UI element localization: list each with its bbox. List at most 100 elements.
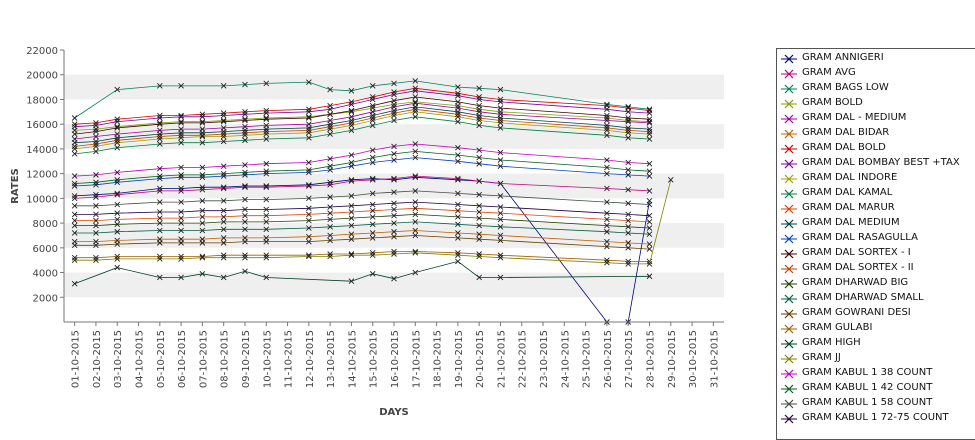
data-point (391, 89, 397, 95)
data-point (156, 274, 163, 281)
data-point (476, 154, 482, 161)
data-point (220, 226, 227, 233)
legend-label: GRAM DAL RASAGULLA (802, 232, 918, 243)
data-point (93, 211, 99, 218)
data-point (625, 261, 632, 267)
data-point (327, 237, 333, 244)
data-point (178, 139, 184, 146)
x-tick-label: 10-10-2015 (262, 330, 273, 388)
legend-label: GRAM JJ (802, 352, 841, 363)
data-point (455, 190, 461, 197)
data-point (604, 106, 610, 113)
data-point (412, 173, 419, 179)
legend-label: GRAM DHARWAD BIG (802, 277, 909, 288)
data-point (306, 127, 312, 134)
data-point (156, 215, 163, 221)
data-point (178, 240, 184, 246)
data-point (71, 143, 78, 150)
data-point (604, 185, 610, 192)
data-point (156, 253, 163, 260)
data-point (412, 188, 419, 194)
legend-marker (781, 414, 797, 424)
data-point (199, 130, 206, 136)
legend-marker (781, 249, 797, 259)
legend-marker (781, 84, 797, 94)
data-point (199, 139, 206, 146)
data-point (263, 110, 270, 116)
data-point (156, 131, 163, 137)
data-point (348, 236, 355, 242)
data-point (306, 79, 312, 85)
legend-label: GRAM BAGS LOW (802, 82, 889, 93)
data-point (220, 254, 227, 261)
data-point (199, 174, 206, 181)
legend-marker (781, 294, 797, 304)
data-point (625, 127, 632, 134)
data-point (306, 195, 312, 202)
data-point (391, 189, 397, 196)
data-point (476, 160, 482, 167)
data-point (497, 117, 504, 124)
data-point (455, 201, 461, 208)
data-point (93, 257, 99, 264)
data-point (93, 217, 99, 224)
legend-label: GRAM KABUL 1 58 COUNT (802, 397, 933, 408)
legend-label: GRAM GULABI (802, 322, 873, 333)
data-point (156, 185, 163, 192)
data-point (391, 206, 397, 213)
data-point (93, 194, 99, 200)
legend-label: GRAM DAL SORTEX - II (802, 262, 914, 273)
legend-marker (781, 264, 797, 274)
data-point (604, 127, 610, 134)
x-tick-label: 04-10-2015 (135, 330, 146, 388)
data-point (369, 201, 376, 208)
data-point (348, 152, 355, 158)
data-point (455, 214, 461, 220)
data-point (220, 274, 227, 281)
data-point (327, 194, 333, 200)
grid-band (64, 124, 724, 149)
legend-label: GRAM DAL BOMBAY BEST +TAX (802, 157, 960, 168)
data-point (114, 191, 121, 198)
data-point (455, 221, 461, 228)
data-point (604, 170, 610, 177)
data-point (455, 90, 461, 97)
data-point (412, 154, 419, 161)
data-point (263, 116, 270, 123)
data-point (306, 211, 312, 218)
data-point (199, 186, 206, 193)
data-point (348, 231, 355, 238)
data-point (263, 206, 270, 213)
y-tick-label: 12000 (26, 170, 58, 181)
data-point (306, 125, 312, 131)
data-point (327, 181, 333, 188)
data-point (263, 254, 270, 261)
y-axis-ticks: 2000 4000 6000 8000 10000 12000 14000 16000 1800… (26, 46, 64, 304)
data-point (220, 198, 227, 204)
data-point (497, 163, 504, 170)
data-point (93, 122, 99, 129)
data-point (604, 238, 610, 245)
legend-marker (781, 384, 797, 394)
data-point (369, 122, 376, 129)
data-point (114, 86, 121, 93)
data-point (476, 222, 482, 229)
data-point (71, 183, 78, 189)
data-point (263, 131, 270, 137)
data-point (263, 196, 270, 203)
data-point (369, 94, 376, 100)
data-point (178, 164, 184, 171)
data-point (497, 125, 504, 131)
data-point (348, 193, 355, 199)
legend-label: GRAM AVG (802, 67, 856, 78)
data-point (369, 270, 376, 277)
data-point (156, 199, 163, 205)
x-tick-label: 29-10-2015 (667, 330, 678, 388)
data-point (156, 188, 163, 194)
data-point (412, 87, 419, 94)
data-point (455, 99, 461, 105)
data-point (391, 151, 397, 157)
data-point (348, 222, 355, 229)
data-point (220, 207, 227, 214)
series-11 (71, 104, 653, 146)
